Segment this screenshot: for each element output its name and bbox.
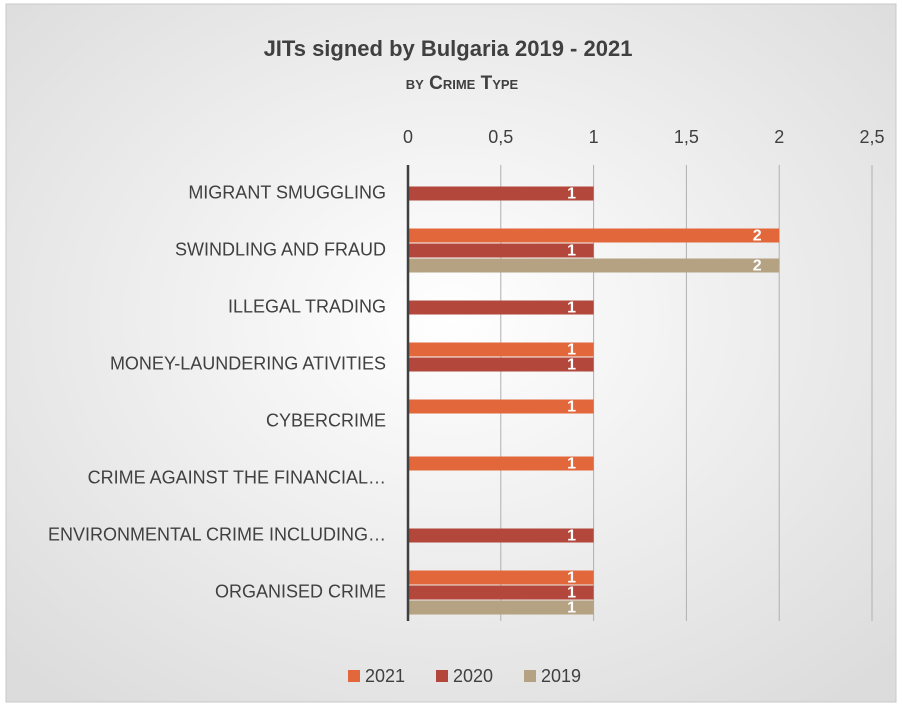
- chart-title: JITs signed by Bulgaria 2019 - 2021: [264, 36, 633, 61]
- y-tick-label: CYBERCRIME: [266, 410, 386, 430]
- bar: [408, 243, 594, 258]
- data-label: 1: [567, 243, 576, 260]
- y-tick-label: ENVIRONMENTAL CRIME INCLUDING…: [48, 524, 386, 544]
- bar: [408, 585, 594, 600]
- legend-label: 2020: [453, 666, 493, 686]
- y-tick-label: ORGANISED CRIME: [215, 581, 386, 601]
- data-label: 1: [567, 585, 576, 602]
- data-label: 1: [567, 528, 576, 545]
- data-label: 1: [567, 600, 576, 617]
- bar: [408, 228, 780, 243]
- bar: [408, 186, 594, 201]
- bar: [408, 342, 594, 357]
- legend-swatch: [524, 670, 536, 682]
- y-tick-label: MONEY-LAUNDERING ATIVITIES: [110, 353, 386, 373]
- data-label: 1: [567, 456, 576, 473]
- legend-label: 2021: [365, 666, 405, 686]
- data-label: 1: [567, 570, 576, 587]
- legend-swatch: [436, 670, 448, 682]
- data-label: 1: [567, 342, 576, 359]
- bar: [408, 456, 594, 471]
- bar: [408, 258, 780, 273]
- data-label: 1: [567, 399, 576, 416]
- data-label: 1: [567, 357, 576, 374]
- y-tick-label: CRIME AGAINST THE FINANCIAL…: [88, 467, 386, 487]
- legend-swatch: [348, 670, 360, 682]
- x-tick-label: 0,5: [488, 127, 513, 147]
- y-tick-label: ILLEGAL TRADING: [228, 296, 386, 316]
- x-tick-label: 1,5: [674, 127, 699, 147]
- data-label: 1: [567, 186, 576, 203]
- y-tick-label: SWINDLING AND FRAUD: [175, 239, 386, 259]
- x-tick-label: 1: [589, 127, 599, 147]
- chart-subtitle: by Crime Type: [406, 73, 519, 94]
- bar: [408, 528, 594, 543]
- bar: [408, 399, 594, 414]
- bar: [408, 600, 594, 615]
- bar: [408, 300, 594, 315]
- x-tick-label: 2,5: [859, 127, 884, 147]
- bar: [408, 570, 594, 585]
- x-tick-label: 0: [403, 127, 413, 147]
- data-label: 2: [753, 228, 762, 245]
- data-label: 2: [753, 258, 762, 275]
- x-tick-label: 2: [774, 127, 784, 147]
- data-label: 1: [567, 300, 576, 317]
- y-tick-label: MIGRANT SMUGGLING: [188, 182, 386, 202]
- legend-label: 2019: [541, 666, 581, 686]
- bar: [408, 357, 594, 372]
